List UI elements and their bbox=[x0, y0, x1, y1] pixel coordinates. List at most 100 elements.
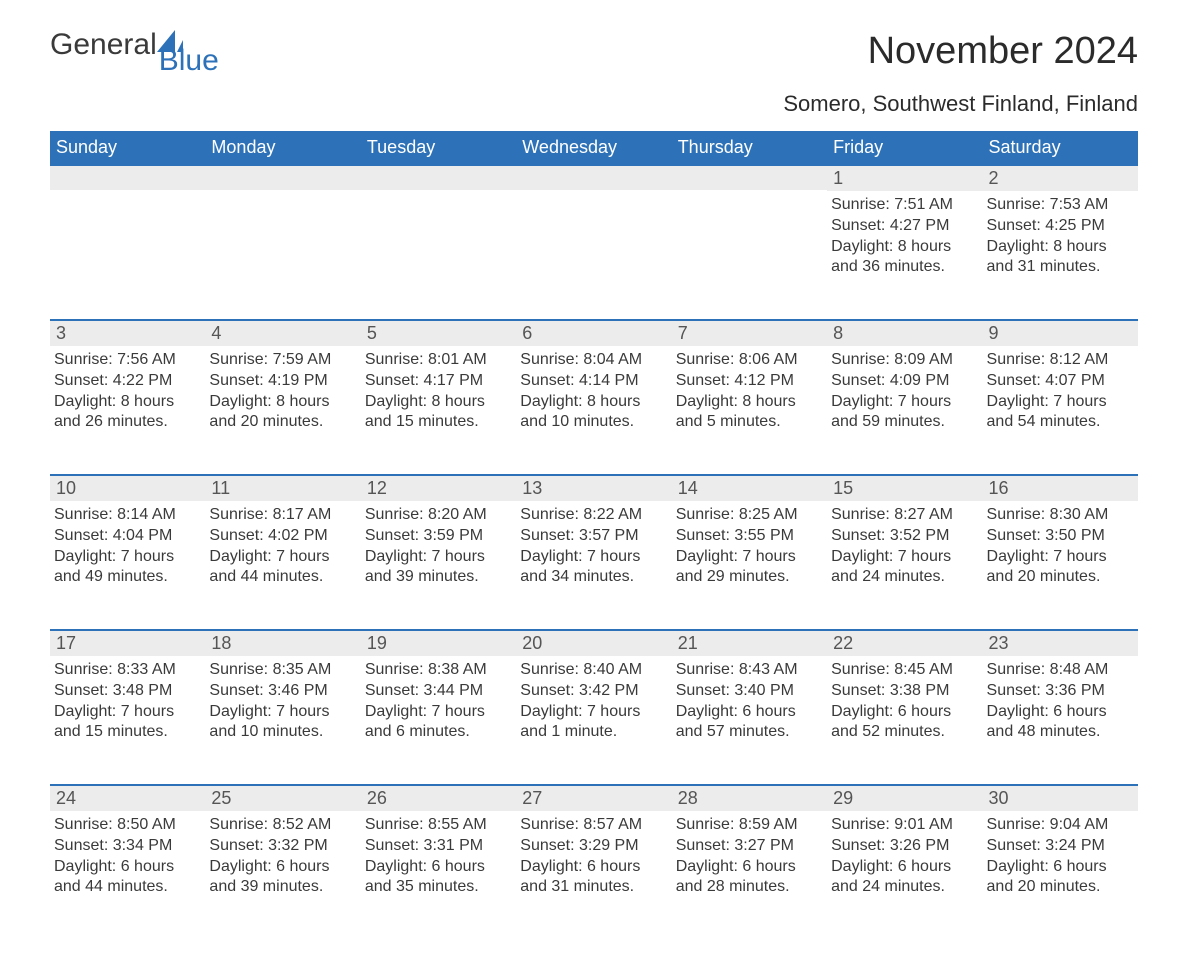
day-body: Sunrise: 8:59 AMSunset: 3:27 PMDaylight:… bbox=[672, 811, 827, 902]
sunset-line: Sunset: 3:40 PM bbox=[676, 681, 825, 702]
daylight-line: Daylight: 6 hours and 35 minutes. bbox=[365, 857, 514, 899]
daylight-line: Daylight: 6 hours and 31 minutes. bbox=[520, 857, 669, 899]
day-body: Sunrise: 8:57 AMSunset: 3:29 PMDaylight:… bbox=[516, 811, 671, 902]
day-number: 28 bbox=[672, 784, 827, 811]
week-body-row: Sunrise: 8:14 AMSunset: 4:04 PMDaylight:… bbox=[50, 501, 1138, 629]
sunrise-line: Sunrise: 8:22 AM bbox=[520, 505, 669, 526]
sunset-line: Sunset: 3:57 PM bbox=[520, 526, 669, 547]
sunset-line: Sunset: 4:09 PM bbox=[831, 371, 980, 392]
title-block: November 2024 Somero, Southwest Finland,… bbox=[783, 30, 1138, 117]
week-daynum-row: 17181920212223 bbox=[50, 629, 1138, 656]
sunset-line: Sunset: 3:50 PM bbox=[987, 526, 1136, 547]
day-number: 1 bbox=[827, 164, 982, 191]
daylight-line: Daylight: 6 hours and 39 minutes. bbox=[209, 857, 358, 899]
day-number: 18 bbox=[205, 629, 360, 656]
brand-part2: Blue bbox=[159, 46, 219, 76]
daylight-line: Daylight: 7 hours and 15 minutes. bbox=[54, 702, 203, 744]
empty-daynum bbox=[205, 164, 360, 190]
sunset-line: Sunset: 3:59 PM bbox=[365, 526, 514, 547]
day-body: Sunrise: 8:45 AMSunset: 3:38 PMDaylight:… bbox=[827, 656, 982, 747]
sunset-line: Sunset: 4:22 PM bbox=[54, 371, 203, 392]
day-number: 13 bbox=[516, 474, 671, 501]
sunset-line: Sunset: 3:55 PM bbox=[676, 526, 825, 547]
empty-daynum bbox=[361, 164, 516, 190]
week-daynum-row: 3456789 bbox=[50, 319, 1138, 346]
day-number: 17 bbox=[50, 629, 205, 656]
weekday-header: Saturday bbox=[983, 131, 1138, 164]
sunset-line: Sunset: 4:02 PM bbox=[209, 526, 358, 547]
daylight-line: Daylight: 8 hours and 10 minutes. bbox=[520, 392, 669, 434]
day-number: 9 bbox=[983, 319, 1138, 346]
daylight-line: Daylight: 7 hours and 1 minute. bbox=[520, 702, 669, 744]
sunrise-line: Sunrise: 7:56 AM bbox=[54, 350, 203, 371]
sunset-line: Sunset: 4:17 PM bbox=[365, 371, 514, 392]
day-body: Sunrise: 8:27 AMSunset: 3:52 PMDaylight:… bbox=[827, 501, 982, 592]
week-daynum-row: 12 bbox=[50, 164, 1138, 191]
sunrise-line: Sunrise: 8:50 AM bbox=[54, 815, 203, 836]
day-body: Sunrise: 8:50 AMSunset: 3:34 PMDaylight:… bbox=[50, 811, 205, 902]
week-body-row: Sunrise: 7:51 AMSunset: 4:27 PMDaylight:… bbox=[50, 191, 1138, 319]
sunrise-line: Sunrise: 8:06 AM bbox=[676, 350, 825, 371]
location-label: Somero, Southwest Finland, Finland bbox=[783, 91, 1138, 117]
daylight-line: Daylight: 6 hours and 24 minutes. bbox=[831, 857, 980, 899]
week-daynum-row: 10111213141516 bbox=[50, 474, 1138, 501]
day-body: Sunrise: 8:40 AMSunset: 3:42 PMDaylight:… bbox=[516, 656, 671, 747]
sunset-line: Sunset: 3:24 PM bbox=[987, 836, 1136, 857]
daylight-line: Daylight: 6 hours and 20 minutes. bbox=[987, 857, 1136, 899]
day-body: Sunrise: 8:22 AMSunset: 3:57 PMDaylight:… bbox=[516, 501, 671, 592]
sunset-line: Sunset: 3:44 PM bbox=[365, 681, 514, 702]
sunrise-line: Sunrise: 8:33 AM bbox=[54, 660, 203, 681]
sunrise-line: Sunrise: 8:55 AM bbox=[365, 815, 514, 836]
day-body: Sunrise: 8:06 AMSunset: 4:12 PMDaylight:… bbox=[672, 346, 827, 437]
sunrise-line: Sunrise: 8:40 AM bbox=[520, 660, 669, 681]
sunset-line: Sunset: 3:29 PM bbox=[520, 836, 669, 857]
sunset-line: Sunset: 4:14 PM bbox=[520, 371, 669, 392]
sunset-line: Sunset: 3:34 PM bbox=[54, 836, 203, 857]
weekday-header: Thursday bbox=[672, 131, 827, 164]
sunrise-line: Sunrise: 8:20 AM bbox=[365, 505, 514, 526]
day-body: Sunrise: 8:30 AMSunset: 3:50 PMDaylight:… bbox=[983, 501, 1138, 592]
day-body: Sunrise: 8:04 AMSunset: 4:14 PMDaylight:… bbox=[516, 346, 671, 437]
daylight-line: Daylight: 7 hours and 49 minutes. bbox=[54, 547, 203, 589]
daylight-line: Daylight: 7 hours and 59 minutes. bbox=[831, 392, 980, 434]
daylight-line: Daylight: 7 hours and 29 minutes. bbox=[676, 547, 825, 589]
sunrise-line: Sunrise: 8:52 AM bbox=[209, 815, 358, 836]
sunrise-line: Sunrise: 8:12 AM bbox=[987, 350, 1136, 371]
day-body: Sunrise: 8:17 AMSunset: 4:02 PMDaylight:… bbox=[205, 501, 360, 592]
day-body: Sunrise: 9:04 AMSunset: 3:24 PMDaylight:… bbox=[983, 811, 1138, 902]
sunrise-line: Sunrise: 8:25 AM bbox=[676, 505, 825, 526]
sunset-line: Sunset: 4:04 PM bbox=[54, 526, 203, 547]
day-number: 27 bbox=[516, 784, 671, 811]
day-number: 24 bbox=[50, 784, 205, 811]
day-body: Sunrise: 8:55 AMSunset: 3:31 PMDaylight:… bbox=[361, 811, 516, 902]
day-number: 5 bbox=[361, 319, 516, 346]
daylight-line: Daylight: 7 hours and 44 minutes. bbox=[209, 547, 358, 589]
sunrise-line: Sunrise: 7:59 AM bbox=[209, 350, 358, 371]
sunrise-line: Sunrise: 7:51 AM bbox=[831, 195, 980, 216]
sunrise-line: Sunrise: 8:57 AM bbox=[520, 815, 669, 836]
empty-daynum bbox=[516, 164, 671, 190]
weekday-header: Wednesday bbox=[516, 131, 671, 164]
calendar-table: SundayMondayTuesdayWednesdayThursdayFrid… bbox=[50, 131, 1138, 939]
day-number: 22 bbox=[827, 629, 982, 656]
day-body: Sunrise: 8:09 AMSunset: 4:09 PMDaylight:… bbox=[827, 346, 982, 437]
day-body: Sunrise: 8:01 AMSunset: 4:17 PMDaylight:… bbox=[361, 346, 516, 437]
day-number: 4 bbox=[205, 319, 360, 346]
sunrise-line: Sunrise: 8:35 AM bbox=[209, 660, 358, 681]
sunset-line: Sunset: 3:38 PM bbox=[831, 681, 980, 702]
week-body-row: Sunrise: 7:56 AMSunset: 4:22 PM Daylight:… bbox=[50, 346, 1138, 474]
daylight-line: Daylight: 6 hours and 48 minutes. bbox=[987, 702, 1136, 744]
day-number: 15 bbox=[827, 474, 982, 501]
day-number: 19 bbox=[361, 629, 516, 656]
daylight-line: Daylight: 8 hours and 36 minutes. bbox=[831, 237, 980, 279]
sunrise-line: Sunrise: 8:43 AM bbox=[676, 660, 825, 681]
day-number: 6 bbox=[516, 319, 671, 346]
daylight-line: Daylight: 6 hours and 52 minutes. bbox=[831, 702, 980, 744]
sunset-line: Sunset: 3:32 PM bbox=[209, 836, 358, 857]
week-daynum-row: 24252627282930 bbox=[50, 784, 1138, 811]
day-body: Sunrise: 9:01 AMSunset: 3:26 PMDaylight:… bbox=[827, 811, 982, 902]
sunrise-line: Sunrise: 7:53 AM bbox=[987, 195, 1136, 216]
sunset-line: Sunset: 3:27 PM bbox=[676, 836, 825, 857]
daylight-line: Daylight: 8 hours and 15 minutes. bbox=[365, 392, 514, 434]
sunset-line: Sunset: 3:46 PM bbox=[209, 681, 358, 702]
